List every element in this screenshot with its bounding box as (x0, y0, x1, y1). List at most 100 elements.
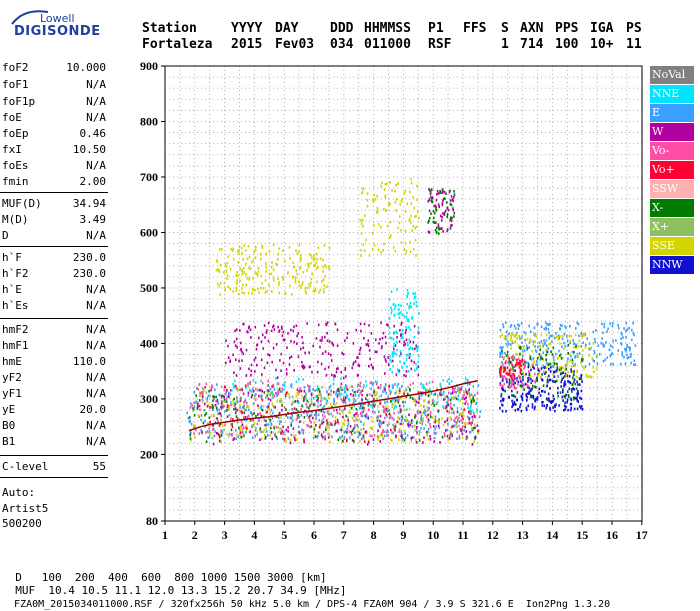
echo-point (553, 370, 556, 374)
echo-point (416, 184, 418, 188)
echo-point (370, 416, 373, 419)
echo-point (580, 397, 583, 401)
y-tick-label: 400 (140, 336, 158, 350)
echo-point (472, 428, 474, 431)
echo-point (245, 348, 248, 352)
echo-point (251, 288, 254, 291)
echo-point (407, 292, 409, 295)
param-value: N/A (86, 229, 106, 242)
echo-point (285, 373, 288, 376)
echo-point (368, 393, 371, 396)
echo-point (408, 356, 411, 359)
echo-point (450, 380, 453, 383)
echo-point (206, 400, 208, 404)
echo-point (443, 213, 446, 217)
echo-point (515, 386, 517, 390)
echo-point (316, 385, 319, 388)
echo-point (413, 324, 416, 328)
echo-point (432, 209, 435, 213)
echo-point (319, 345, 321, 349)
echo-point (523, 349, 526, 353)
y-tick-label: 500 (140, 281, 158, 295)
echo-point (409, 383, 412, 387)
echo-point (548, 337, 550, 340)
echo-point (317, 405, 319, 408)
echo-point (305, 403, 308, 406)
echo-point (526, 399, 528, 402)
echo-point (526, 348, 528, 351)
echo-point (539, 358, 542, 361)
echo-point (291, 293, 293, 296)
echo-point (333, 423, 336, 426)
echo-point (535, 335, 538, 338)
echo-point (439, 441, 441, 444)
echo-point (455, 424, 457, 427)
echo-point (363, 427, 365, 431)
param-row: B0 N/A (2, 419, 106, 432)
echo-point (264, 291, 267, 294)
echo-point (208, 431, 210, 434)
echo-point (273, 426, 275, 430)
echo-point (565, 393, 567, 397)
echo-point (502, 370, 505, 373)
param-value: 20.0 (79, 403, 107, 416)
param-value: N/A (86, 435, 106, 448)
echo-point (408, 348, 410, 351)
echo-point (446, 228, 449, 231)
echo-point (388, 298, 391, 301)
echo-point (324, 415, 326, 418)
echo-point (341, 434, 344, 438)
echo-point (573, 346, 575, 349)
echo-point (247, 408, 250, 411)
echo-point (612, 362, 614, 366)
echo-point (228, 391, 230, 395)
echo-point (551, 340, 553, 343)
echo-point (190, 439, 192, 443)
echo-point (262, 404, 265, 408)
echo-point (293, 340, 296, 344)
echo-point (576, 407, 579, 411)
echo-point (391, 359, 394, 363)
echo-point (440, 391, 442, 394)
echo-point (261, 373, 263, 376)
echo-point (469, 406, 471, 409)
echo-point (239, 388, 241, 392)
echo-point (297, 332, 300, 335)
echo-point (330, 423, 332, 426)
echo-point (393, 407, 395, 410)
echo-point (345, 375, 347, 378)
echo-point (448, 391, 450, 395)
echo-point (236, 282, 238, 285)
echo-point (385, 391, 388, 395)
echo-point (272, 324, 275, 328)
echo-point (344, 384, 347, 387)
echo-point (580, 375, 582, 378)
echo-point (454, 390, 456, 393)
echo-point (551, 353, 554, 356)
echo-point (336, 389, 339, 392)
echo-point (365, 416, 367, 419)
echo-point (261, 246, 264, 249)
echo-point (429, 423, 431, 426)
echo-point (464, 422, 466, 425)
echo-point (551, 400, 553, 403)
echo-point (210, 386, 213, 389)
header-label-ddd: DDD (330, 21, 354, 36)
echo-point (404, 242, 407, 245)
echo-point (192, 409, 194, 413)
x-axis-ticks: 1 2 3 4 5 6 7 8 9 10 11 12 13 14 15 16 17 (162, 521, 648, 542)
echo-point (527, 377, 529, 380)
echo-point (361, 398, 363, 402)
echo-point (240, 436, 243, 439)
echo-point (469, 382, 471, 386)
echo-point (545, 339, 548, 342)
echo-point (593, 337, 596, 341)
echo-point (360, 403, 363, 407)
echo-point (562, 399, 564, 402)
echo-point (338, 436, 341, 439)
echo-point (232, 353, 234, 357)
echo-point (398, 303, 400, 307)
echo-point (231, 425, 234, 429)
echo-point (545, 353, 547, 357)
param-row: foE N/A (2, 111, 106, 124)
